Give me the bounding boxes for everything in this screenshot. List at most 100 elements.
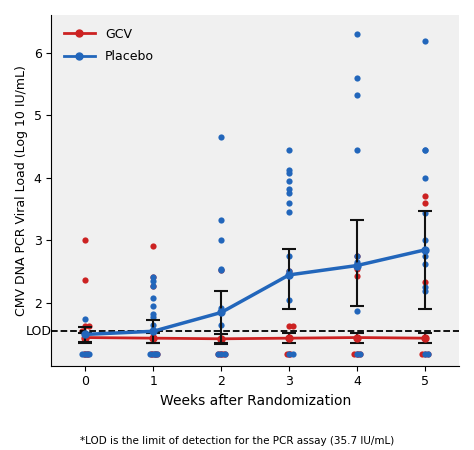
Point	[285, 166, 293, 173]
Point	[285, 323, 293, 330]
Point	[285, 267, 293, 274]
Point	[285, 267, 293, 274]
Point	[149, 311, 157, 318]
Point	[83, 350, 91, 357]
Point	[218, 350, 225, 357]
Point	[218, 265, 225, 272]
Point	[285, 147, 293, 154]
Point	[421, 147, 429, 154]
Point	[353, 350, 361, 357]
Point	[153, 350, 160, 357]
Point	[218, 266, 225, 274]
Point	[285, 209, 293, 216]
Point	[82, 276, 89, 284]
Point	[148, 350, 155, 357]
Point	[219, 350, 226, 357]
Point	[152, 350, 159, 357]
Point	[149, 321, 157, 328]
Point	[353, 30, 361, 37]
Point	[421, 261, 429, 268]
Point	[149, 294, 157, 302]
Point	[421, 237, 429, 244]
Point	[149, 274, 157, 281]
Point	[287, 350, 294, 357]
Point	[83, 350, 91, 357]
Point	[353, 350, 361, 357]
Point	[82, 350, 89, 357]
Point	[149, 278, 157, 285]
Point	[421, 147, 429, 154]
Point	[85, 350, 92, 357]
Point	[146, 350, 154, 357]
X-axis label: Weeks after Randomization: Weeks after Randomization	[160, 394, 351, 408]
Point	[289, 323, 296, 330]
Point	[421, 350, 429, 357]
Point	[421, 350, 429, 357]
Point	[149, 283, 157, 290]
Point	[285, 297, 293, 304]
Point	[421, 193, 429, 200]
Point	[285, 350, 293, 357]
Point	[418, 350, 426, 357]
Point	[285, 190, 293, 197]
Point	[356, 350, 364, 357]
Point	[285, 350, 293, 357]
Point	[149, 302, 157, 310]
Point	[421, 209, 429, 216]
Legend: GCV, Placebo: GCV, Placebo	[57, 21, 160, 70]
Point	[356, 350, 364, 357]
Point	[421, 287, 429, 294]
Point	[149, 313, 157, 320]
Point	[353, 307, 361, 314]
Point	[218, 350, 225, 357]
Point	[285, 169, 293, 176]
Point	[421, 284, 429, 291]
Point	[82, 315, 89, 322]
Point	[353, 259, 361, 266]
Point	[353, 272, 361, 279]
Point	[285, 185, 293, 193]
Point	[218, 216, 225, 223]
Point	[425, 350, 432, 357]
Point	[421, 38, 429, 45]
Point	[218, 305, 225, 312]
Point	[85, 323, 92, 330]
Point	[149, 283, 157, 290]
Point	[285, 199, 293, 207]
Point	[221, 350, 228, 357]
Point	[421, 199, 429, 207]
Point	[425, 350, 432, 357]
Point	[151, 350, 158, 357]
Point	[353, 91, 361, 98]
Point	[151, 350, 158, 357]
Point	[214, 350, 221, 357]
Point	[78, 350, 86, 357]
Point	[283, 350, 291, 357]
Point	[78, 328, 86, 335]
Point	[82, 323, 89, 330]
Point	[285, 177, 293, 184]
Point	[216, 350, 224, 357]
Point	[353, 261, 361, 268]
Point	[353, 252, 361, 260]
Point	[353, 265, 361, 272]
Text: *LOD is the limit of detection for the PCR assay (35.7 IU/mL): *LOD is the limit of detection for the P…	[80, 436, 394, 446]
Point	[149, 243, 157, 250]
Point	[153, 350, 160, 357]
Point	[421, 252, 429, 260]
Point	[289, 350, 296, 357]
Point	[149, 350, 157, 357]
Point	[218, 321, 225, 328]
Point	[218, 134, 225, 141]
Point	[214, 350, 221, 357]
Point	[285, 252, 293, 260]
Point	[80, 350, 88, 357]
Point	[421, 174, 429, 181]
Point	[221, 350, 228, 357]
Text: LOD: LOD	[25, 324, 51, 338]
Point	[353, 74, 361, 81]
Point	[218, 266, 225, 274]
Point	[353, 252, 361, 260]
Point	[350, 350, 357, 357]
Point	[149, 274, 157, 281]
